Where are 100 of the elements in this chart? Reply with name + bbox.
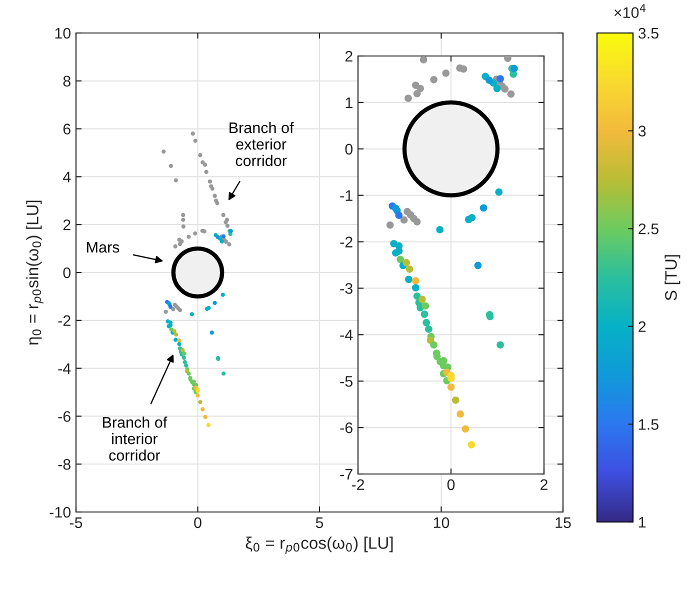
x-tick-label: 5 bbox=[316, 517, 324, 528]
y-tick-label: -10 bbox=[50, 506, 71, 518]
point bbox=[416, 84, 424, 92]
y-tick-label: -4 bbox=[340, 330, 353, 340]
x-axis-title: ξ$_{0}$ = r$_{p0}$cos(ω$_{0}$) [LU] bbox=[246, 536, 393, 554]
color-bar-label: 2 bbox=[638, 321, 646, 332]
text: ×10$^{4}$ bbox=[614, 4, 646, 18]
point bbox=[208, 179, 212, 184]
point bbox=[418, 296, 426, 304]
point bbox=[224, 218, 230, 222]
point bbox=[215, 200, 220, 206]
x-tick-label: 0 bbox=[194, 517, 202, 528]
point bbox=[402, 259, 410, 266]
point bbox=[180, 239, 184, 244]
point bbox=[190, 132, 195, 136]
point bbox=[181, 218, 186, 222]
x-tick-label: 15 bbox=[556, 517, 571, 528]
color-bar-label: 3.5 bbox=[638, 28, 658, 39]
point bbox=[412, 277, 420, 284]
annotation: Branch of exterior corridor bbox=[230, 122, 294, 166]
point bbox=[464, 216, 472, 224]
point bbox=[474, 262, 482, 270]
annotation: Mars bbox=[87, 242, 120, 253]
point bbox=[225, 224, 230, 228]
point bbox=[485, 76, 493, 84]
x-tick-label: 2 bbox=[540, 479, 548, 490]
point bbox=[436, 226, 444, 234]
point bbox=[493, 84, 501, 92]
y-tick-label: 0 bbox=[63, 267, 71, 278]
y-tick-label: -4 bbox=[58, 363, 71, 374]
point bbox=[447, 383, 455, 391]
point bbox=[395, 212, 403, 219]
point bbox=[220, 239, 224, 244]
y-tick-label: 6 bbox=[63, 124, 70, 134]
point bbox=[196, 393, 200, 398]
point bbox=[162, 149, 166, 154]
color-bar-label: 1 bbox=[639, 517, 646, 528]
point bbox=[182, 351, 186, 356]
point bbox=[206, 422, 211, 428]
point bbox=[405, 276, 412, 284]
point bbox=[420, 56, 428, 64]
point bbox=[468, 441, 476, 448]
color-bar-label: 2.5 bbox=[638, 223, 658, 234]
y-tick-label: 1 bbox=[346, 97, 352, 108]
point bbox=[456, 410, 464, 418]
point bbox=[406, 266, 414, 273]
point bbox=[212, 194, 217, 198]
point bbox=[404, 94, 412, 102]
point bbox=[182, 356, 186, 360]
y-axis-title: η$_{0}$ = r$_{p0}$sin(ω$_{0}$) [LU] bbox=[26, 200, 44, 345]
y-tick-label: -5 bbox=[340, 376, 352, 387]
point bbox=[177, 338, 182, 343]
point bbox=[495, 188, 503, 196]
point bbox=[168, 164, 174, 168]
point bbox=[425, 325, 432, 333]
y-tick-label: 2 bbox=[63, 219, 70, 230]
point bbox=[184, 363, 188, 368]
point bbox=[462, 425, 470, 433]
point bbox=[174, 178, 178, 182]
point bbox=[422, 302, 430, 310]
point bbox=[504, 56, 512, 62]
point bbox=[221, 212, 226, 218]
point bbox=[422, 318, 430, 326]
point bbox=[220, 292, 225, 297]
point bbox=[420, 310, 428, 318]
point bbox=[186, 371, 191, 376]
point bbox=[202, 162, 208, 167]
y-tick-label: -1 bbox=[340, 190, 352, 201]
point bbox=[413, 218, 421, 226]
color-bar-title: S [TU] bbox=[664, 255, 680, 300]
point bbox=[452, 396, 460, 404]
point bbox=[198, 400, 202, 404]
point bbox=[400, 216, 408, 224]
point bbox=[510, 64, 518, 72]
point bbox=[221, 371, 226, 376]
point bbox=[177, 342, 182, 346]
y-tick-label: -6 bbox=[58, 411, 70, 422]
point bbox=[442, 70, 450, 77]
point bbox=[430, 76, 438, 84]
point bbox=[173, 244, 178, 248]
y-tick-label: 4 bbox=[62, 172, 71, 182]
point bbox=[227, 242, 232, 246]
point bbox=[204, 170, 208, 174]
point bbox=[496, 75, 504, 82]
point bbox=[181, 212, 186, 218]
point bbox=[496, 341, 504, 349]
y-tick-label: 10 bbox=[55, 28, 71, 39]
y-tick-label: -8 bbox=[58, 458, 70, 470]
x-tick-label: 0 bbox=[447, 479, 455, 490]
point bbox=[181, 224, 186, 229]
y-tick-label: 0 bbox=[345, 144, 353, 155]
point bbox=[186, 234, 191, 239]
point bbox=[210, 186, 214, 191]
point bbox=[174, 338, 178, 342]
point bbox=[192, 231, 198, 236]
point bbox=[168, 304, 173, 309]
y-tick-label: -3 bbox=[340, 283, 352, 294]
y-tick-label: 8 bbox=[63, 76, 70, 87]
point bbox=[210, 330, 214, 335]
y-tick-label: -7 bbox=[340, 469, 352, 480]
